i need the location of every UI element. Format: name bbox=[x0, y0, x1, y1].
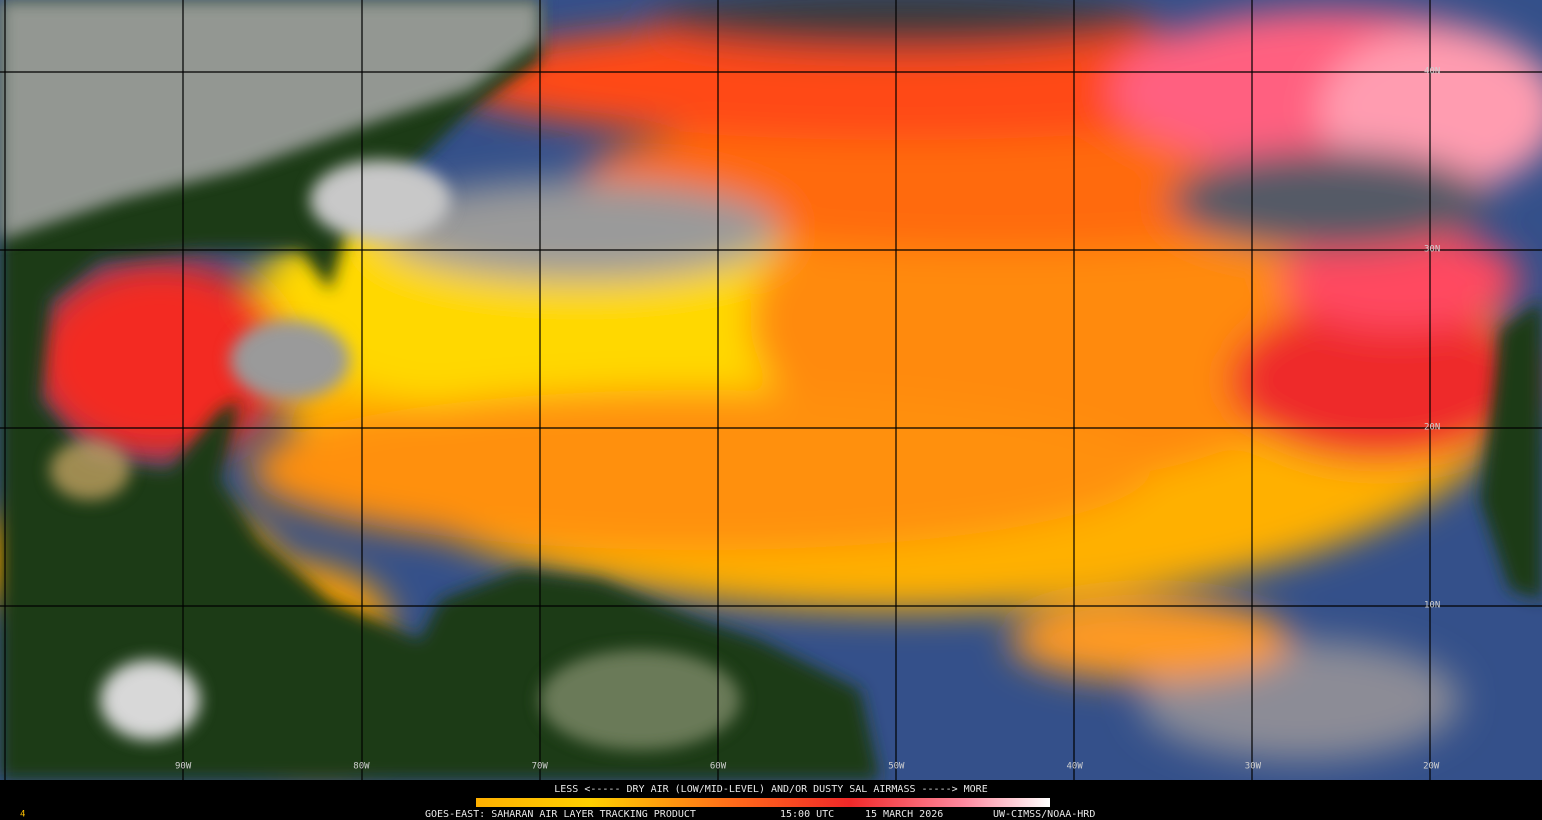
lon-label: 60W bbox=[710, 762, 727, 772]
graticule bbox=[0, 0, 1542, 780]
lon-label: 80W bbox=[353, 762, 370, 772]
color-bar bbox=[476, 798, 1050, 807]
product-name: GOES-EAST: SAHARAN AIR LAYER TRACKING PR… bbox=[425, 809, 696, 820]
lat-label: 40N bbox=[1424, 67, 1440, 77]
lat-label: 10N bbox=[1424, 601, 1440, 611]
imagery bbox=[0, 0, 1542, 780]
lon-label: 50W bbox=[888, 762, 905, 772]
lon-label: 40W bbox=[1067, 762, 1084, 772]
legend-caption: LESS <----- DRY AIR (LOW/MID-LEVEL) AND/… bbox=[554, 784, 987, 795]
lon-label: 20W bbox=[1423, 762, 1440, 772]
lon-label: 70W bbox=[532, 762, 549, 772]
credit: UW-CIMSS/NOAA-HRD bbox=[993, 809, 1095, 820]
lon-label: 30W bbox=[1245, 762, 1262, 772]
corner-mark: 4 bbox=[20, 810, 25, 820]
lat-label: 20N bbox=[1424, 423, 1440, 433]
date: 15 MARCH 2026 bbox=[865, 809, 943, 820]
lon-label: 90W bbox=[175, 762, 192, 772]
time: 15:00 UTC bbox=[780, 809, 834, 820]
lat-label: 30N bbox=[1424, 245, 1440, 255]
